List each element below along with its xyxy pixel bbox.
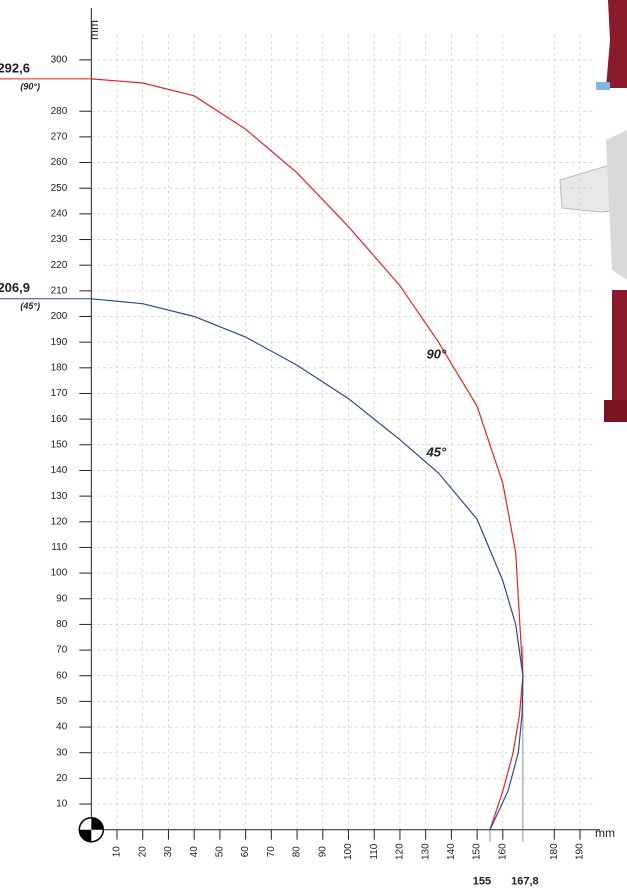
y-tick-label: 110: [51, 542, 67, 553]
y-tick-label: 120: [51, 516, 68, 527]
x-tick-label: 10: [112, 846, 123, 858]
y-tick-label: 300: [51, 55, 68, 66]
y-tick-label: 220: [51, 260, 68, 271]
curve-label: 45°: [426, 444, 447, 459]
x-tick-label: 100: [343, 843, 354, 860]
x-marker-label: 155: [473, 876, 491, 888]
y-marker-note: (45°): [20, 301, 40, 311]
y-axis-label: mm: [87, 20, 101, 40]
y-tick-label: 250: [51, 183, 68, 194]
y-tick-label: 180: [51, 362, 68, 373]
x-tick-label: 110: [369, 843, 380, 859]
y-tick-label: 160: [51, 414, 68, 425]
y-tick-label: 30: [56, 747, 68, 758]
x-tick-label: 60: [240, 846, 251, 858]
x-tick-label: 30: [163, 846, 174, 858]
y-tick-label: 50: [56, 696, 68, 707]
y-tick-label: 200: [51, 311, 68, 322]
y-tick-label: 80: [56, 619, 68, 630]
curve: [91, 298, 524, 830]
y-tick-label: 190: [51, 337, 68, 348]
x-tick-label: 130: [420, 843, 431, 860]
y-tick-label: 130: [51, 491, 68, 502]
x-tick-label: 160: [497, 843, 508, 860]
origin-quadrant: [91, 817, 104, 830]
x-tick-label: 180: [549, 843, 560, 860]
y-tick-label: 150: [51, 439, 68, 450]
x-tick-label: 80: [292, 846, 303, 858]
x-tick-label: 150: [472, 843, 483, 860]
y-tick-label: 230: [51, 234, 68, 245]
y-tick-label: 60: [56, 670, 68, 681]
y-tick-label: 140: [51, 465, 68, 476]
y-tick-label: 20: [56, 773, 68, 784]
y-tick-label: 170: [51, 388, 68, 399]
origin-quadrant: [79, 829, 92, 842]
y-marker-label: 292,6: [0, 60, 30, 75]
y-marker-label: 206,9: [0, 280, 30, 295]
y-tick-label: 280: [51, 106, 68, 117]
x-tick-label: 90: [317, 846, 328, 858]
x-tick-label: 120: [395, 843, 406, 860]
y-tick-label: 100: [51, 568, 68, 579]
x-tick-label: 190: [575, 843, 586, 860]
y-tick-label: 10: [56, 799, 68, 810]
y-marker-note: (90°): [20, 81, 40, 91]
y-tick-label: 210: [51, 285, 68, 296]
x-tick-label: 40: [189, 846, 200, 858]
y-tick-label: 240: [51, 209, 68, 220]
x-tick-label: 140: [446, 843, 457, 860]
x-axis-label: mm: [595, 826, 615, 840]
x-marker-label: 167,8: [511, 876, 539, 888]
curve: [91, 78, 524, 830]
x-tick-label: 50: [215, 846, 226, 858]
y-tick-label: 270: [51, 132, 68, 143]
y-tick-label: 70: [56, 645, 68, 656]
robot-illustration: [559, 0, 627, 422]
curve-label: 90°: [427, 347, 447, 362]
x-tick-label: 20: [137, 846, 148, 858]
y-tick-label: 260: [51, 157, 68, 168]
y-tick-label: 90: [56, 593, 68, 604]
y-tick-label: 40: [56, 722, 68, 733]
origin-symbol: [78, 816, 105, 843]
x-tick-label: 70: [266, 846, 277, 858]
